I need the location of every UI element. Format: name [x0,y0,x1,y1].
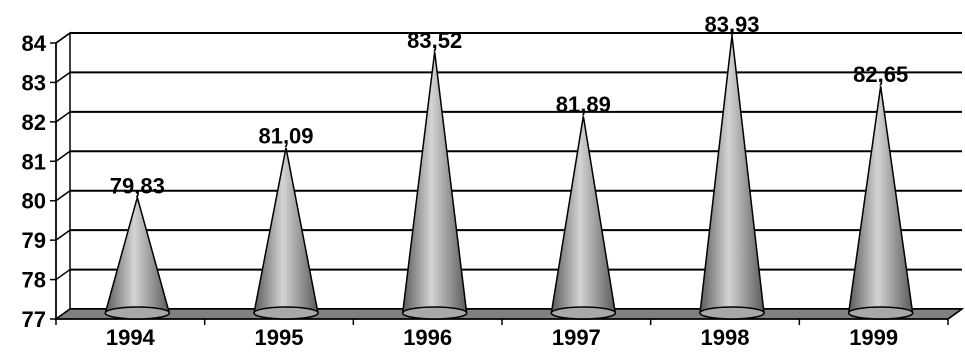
y-tick-label: 83 [22,70,46,95]
cone-1997 [550,116,617,320]
x-tick-label-1994: 1994 [106,325,156,350]
data-label-1997: 81,89 [556,92,611,117]
side-gridline-83 [55,71,71,84]
cone-body [550,116,617,320]
cone-1999 [847,86,914,320]
cone-body [401,51,468,320]
y-tick-label: 84 [22,31,47,56]
data-label-1995: 81,09 [258,124,313,149]
cone-base [699,306,765,320]
x-tick-label-1996: 1996 [403,325,452,350]
cone-body [699,35,765,320]
y-tick-label: 79 [22,228,46,253]
side-gridline-80 [55,190,71,202]
data-label-1999: 82,65 [853,62,908,87]
y-tick-label: 77 [22,307,46,332]
cone-body [253,147,319,320]
data-label-1996: 83,52 [407,28,462,53]
data-label-1998: 83,93 [704,12,759,37]
x-tick-label-1999: 1999 [849,325,898,350]
x-tick-label-1998: 1998 [701,325,750,350]
cone-base [550,306,617,320]
side-gridline-82 [55,111,71,123]
y-tick-label: 82 [22,110,46,135]
cone-base [847,306,914,320]
cone-base [104,306,171,320]
cones [104,35,914,320]
cone-1996 [401,51,468,320]
cone-base [401,306,468,320]
side-gridline-84 [55,32,71,44]
y-tick-label: 80 [22,189,46,214]
side-gridline-79 [55,229,71,241]
cone-1995 [253,147,319,320]
axes [50,42,963,325]
cone-1994 [104,194,171,320]
chart-walls [55,31,71,321]
cone-body [104,194,171,320]
y-tick-label: 78 [22,268,46,293]
cone-base [253,306,319,320]
x-tick-label-1995: 1995 [255,325,304,350]
y-tick-label: 81 [22,149,46,174]
labels: 77 78 79 80 81 82 83 84 79,83 1994 81,09 1995 83,52 1… [22,12,909,350]
cone-1998 [699,35,765,320]
chart-floor [53,308,965,320]
gridlines [55,31,962,320]
cone-body [847,86,914,320]
data-label-1994: 79,83 [110,173,165,198]
side-gridline-81 [55,150,71,162]
side-gridline-78 [55,268,71,281]
floor-right-edge [947,308,963,320]
x-tick-label-1997: 1997 [552,325,601,350]
floor-plane [53,308,965,320]
side-wall [55,31,71,321]
